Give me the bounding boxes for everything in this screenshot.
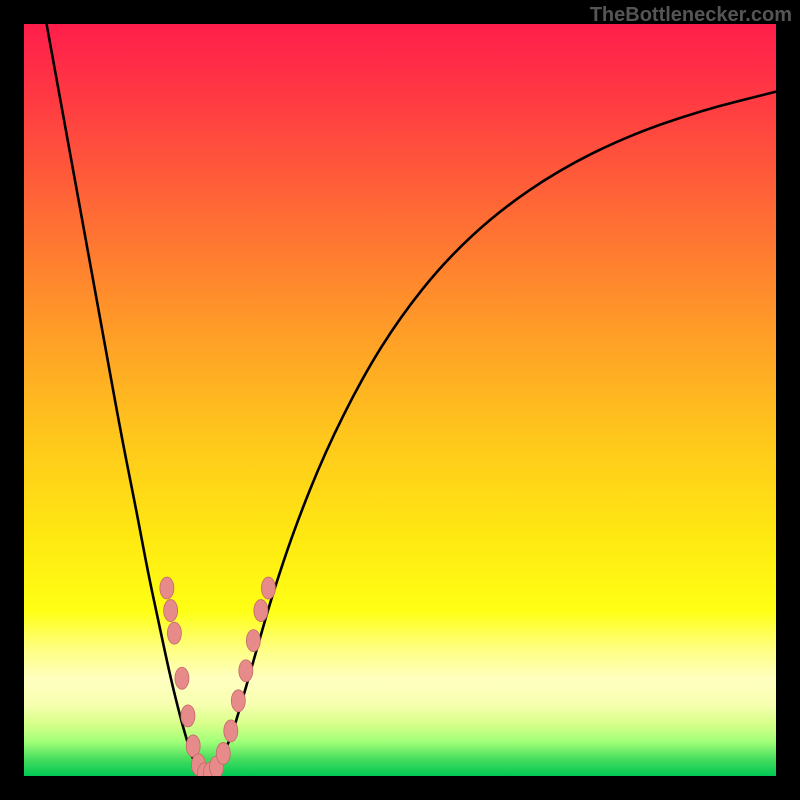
data-marker [261,577,275,599]
data-marker [231,690,245,712]
data-marker [216,742,230,764]
data-marker [167,622,181,644]
gradient-background [24,24,776,776]
data-marker [246,630,260,652]
chart-container: TheBottlenecker.com [0,0,800,800]
data-marker [224,720,238,742]
data-marker [239,660,253,682]
data-marker [254,600,268,622]
data-marker [175,667,189,689]
watermark-text: TheBottlenecker.com [590,4,792,27]
chart-svg [0,0,800,800]
data-marker [160,577,174,599]
data-marker [181,705,195,727]
data-marker [164,600,178,622]
